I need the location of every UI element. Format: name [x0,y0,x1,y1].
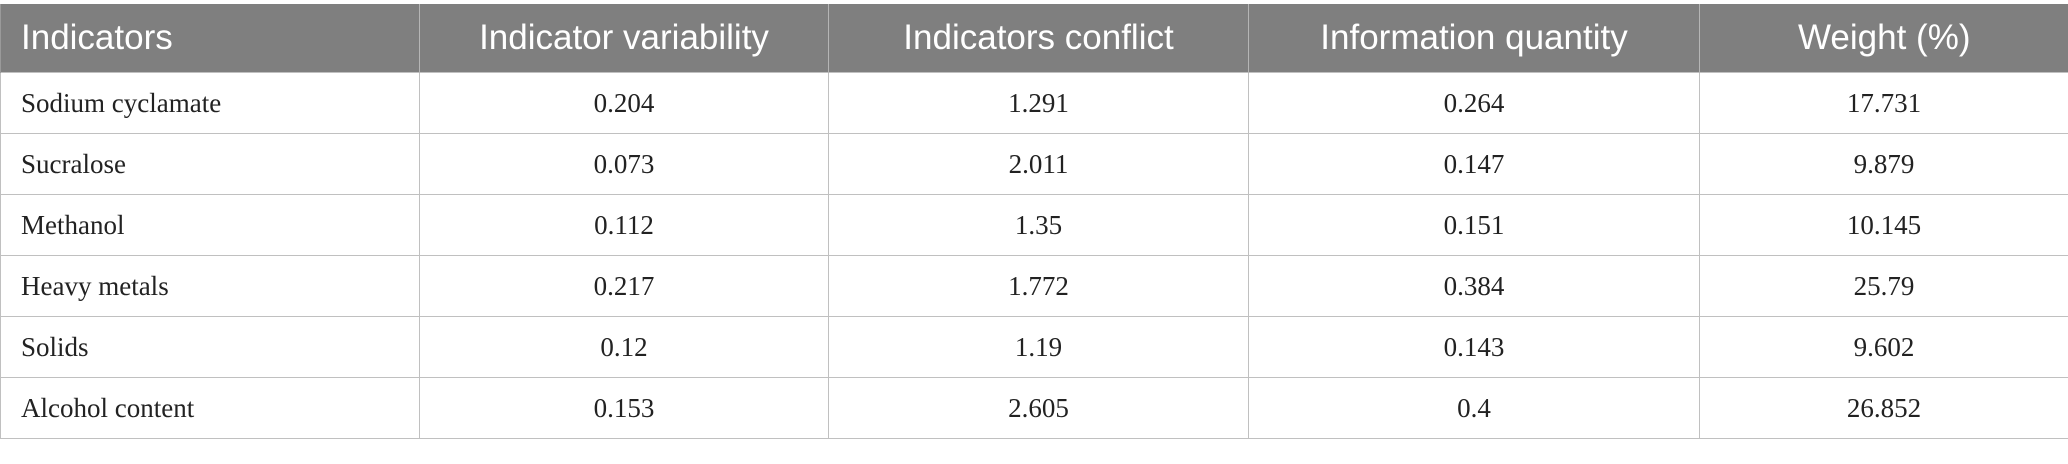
header-cell: Information quantity [1249,4,1700,73]
table-cell: 2.011 [829,134,1249,195]
table-cell: 1.35 [829,195,1249,256]
row-label: Methanol [1,195,420,256]
table-cell: 10.145 [1700,195,2068,256]
table-cell: 0.073 [420,134,829,195]
table-cell: 0.112 [420,195,829,256]
table-cell: 0.204 [420,73,829,134]
table-cell: 25.79 [1700,256,2068,317]
table-cell: 9.879 [1700,134,2068,195]
row-label: Heavy metals [1,256,420,317]
header-cell: Indicators [1,4,420,73]
row-label: Alcohol content [1,378,420,439]
table-cell: 9.602 [1700,317,2068,378]
header-cell: Indicator variability [420,4,829,73]
table-cell: 0.151 [1249,195,1700,256]
table-cell: 0.147 [1249,134,1700,195]
row-label: Solids [1,317,420,378]
table-cell: 1.19 [829,317,1249,378]
row-label: Sucralose [1,134,420,195]
table-cell: 0.264 [1249,73,1700,134]
table-cell: 1.291 [829,73,1249,134]
table-cell: 26.852 [1700,378,2068,439]
table-cell: 2.605 [829,378,1249,439]
table-cell: 0.153 [420,378,829,439]
table-cell: 0.12 [420,317,829,378]
table-cell: 0.217 [420,256,829,317]
table-cell: 0.384 [1249,256,1700,317]
table-cell: 0.143 [1249,317,1700,378]
table-cell: 17.731 [1700,73,2068,134]
table-cell: 0.4 [1249,378,1700,439]
table-cell: 1.772 [829,256,1249,317]
header-cell: Indicators conflict [829,4,1249,73]
header-cell: Weight (%) [1700,4,2068,73]
row-label: Sodium cyclamate [1,73,420,134]
